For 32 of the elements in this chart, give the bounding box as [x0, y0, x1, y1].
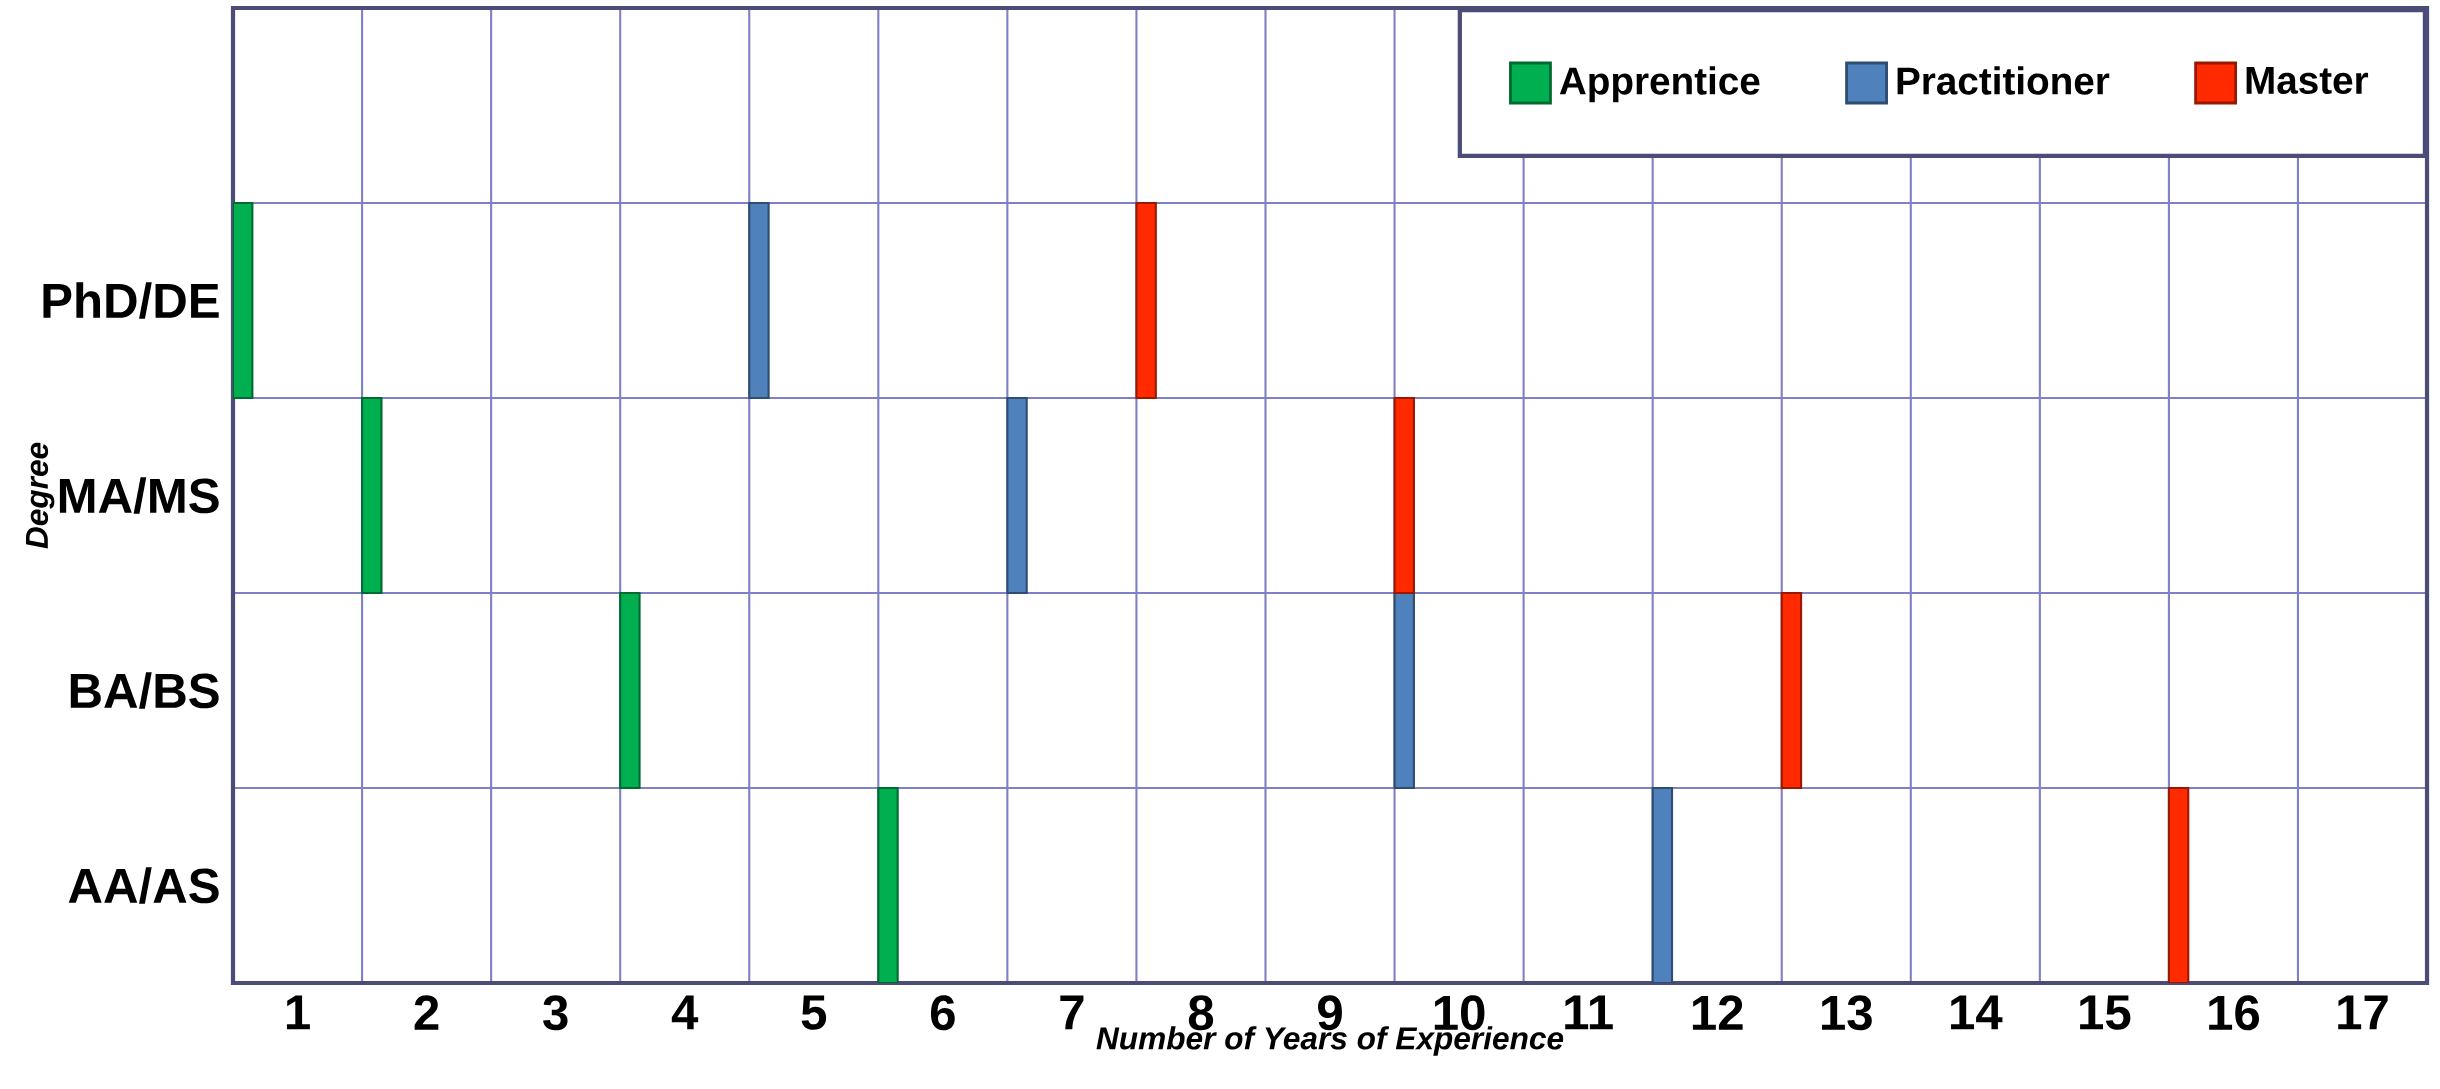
x-tick-label: 4: [671, 995, 699, 1030]
x-tick-label: 16: [2209, 995, 2260, 1031]
bar: [361, 396, 383, 595]
x-tick-label: 14: [1951, 995, 2003, 1030]
x-tick-label: 11: [1565, 995, 1613, 1030]
x-tick-label: 1: [286, 995, 310, 1030]
x-tick-label: 3: [543, 995, 568, 1031]
x-tick-label: 6: [930, 995, 955, 1031]
bar: [748, 201, 770, 400]
bar: [2167, 786, 2190, 983]
x-tick-label: 17: [2338, 995, 2388, 1030]
bar: [1393, 591, 1415, 790]
y-tick-label: MA/MS: [59, 477, 219, 514]
x-tick-label: 5: [801, 995, 827, 1030]
y-tick-label: PhD/DE: [43, 282, 219, 319]
x-tick-label: 15: [2080, 995, 2131, 1030]
x-tick-label: 2: [414, 995, 439, 1030]
legend-label: Apprentice: [1559, 66, 1760, 103]
bar: [619, 591, 641, 790]
x-tick-label: 7: [1060, 995, 1084, 1030]
y-axis-title: Degree: [26, 442, 55, 549]
bar: [1006, 396, 1028, 595]
y-tick-label: BA/BS: [70, 672, 219, 709]
legend-label: Practitioner: [1897, 66, 2110, 95]
x-tick-label: 12: [1692, 995, 1743, 1030]
bar: [1780, 591, 1803, 790]
x-tick-label: 13: [1821, 995, 1872, 1031]
bar: [1393, 396, 1415, 595]
y-tick-label: AA/AS: [68, 867, 219, 904]
legend-label: Master: [2246, 67, 2369, 95]
bar: [1135, 201, 1157, 400]
bar: [877, 786, 899, 983]
